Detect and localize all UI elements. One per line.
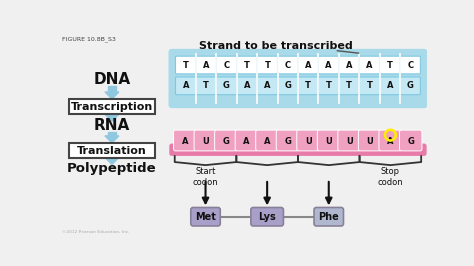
FancyBboxPatch shape [400, 77, 420, 95]
FancyBboxPatch shape [400, 56, 420, 74]
Text: T: T [326, 81, 331, 90]
FancyBboxPatch shape [196, 56, 216, 74]
Text: A: A [182, 137, 188, 146]
Text: Start
codon: Start codon [193, 167, 219, 187]
Text: A: A [346, 61, 352, 69]
Text: T: T [366, 81, 372, 90]
FancyBboxPatch shape [278, 56, 298, 74]
Text: Polypeptide: Polypeptide [67, 163, 157, 176]
FancyBboxPatch shape [380, 77, 400, 95]
FancyBboxPatch shape [169, 49, 428, 108]
Text: G: G [284, 81, 291, 90]
Text: U: U [366, 137, 373, 146]
Text: A: A [244, 81, 250, 90]
Text: C: C [407, 61, 413, 69]
FancyBboxPatch shape [400, 130, 422, 151]
FancyBboxPatch shape [251, 207, 283, 226]
FancyBboxPatch shape [175, 56, 196, 74]
Text: G: G [407, 81, 414, 90]
Text: A: A [366, 61, 373, 69]
Text: G: G [223, 81, 230, 90]
Text: A: A [305, 61, 311, 69]
Text: ©2012 Pearson Education, Inc.: ©2012 Pearson Education, Inc. [63, 230, 130, 234]
FancyBboxPatch shape [298, 77, 319, 95]
FancyBboxPatch shape [194, 130, 217, 151]
FancyBboxPatch shape [319, 77, 339, 95]
Text: Transcription: Transcription [71, 102, 153, 112]
FancyBboxPatch shape [196, 77, 216, 95]
FancyBboxPatch shape [379, 130, 401, 151]
Text: U: U [202, 137, 209, 146]
FancyBboxPatch shape [69, 99, 155, 114]
FancyBboxPatch shape [319, 56, 339, 74]
Polygon shape [105, 136, 119, 143]
Text: Phe: Phe [319, 212, 339, 222]
Text: A: A [387, 137, 393, 146]
Text: A: A [243, 137, 250, 146]
Text: T: T [305, 81, 311, 90]
FancyBboxPatch shape [358, 130, 381, 151]
Text: T: T [203, 81, 209, 90]
Text: DNA: DNA [93, 72, 130, 87]
Text: Translation: Translation [77, 146, 147, 156]
FancyBboxPatch shape [169, 144, 427, 156]
Bar [108, 132, 116, 136]
Text: U: U [346, 137, 353, 146]
Text: T: T [183, 61, 189, 69]
Text: A: A [325, 61, 332, 69]
Text: Strand to be transcribed: Strand to be transcribed [200, 41, 353, 51]
Bar [108, 157, 116, 158]
Text: A: A [203, 61, 210, 69]
Text: C: C [223, 61, 229, 69]
Text: G: G [223, 137, 229, 146]
Text: A: A [264, 137, 270, 146]
Text: Lys: Lys [258, 212, 276, 222]
Text: T: T [387, 61, 393, 69]
FancyBboxPatch shape [297, 130, 319, 151]
Bar [108, 86, 116, 92]
FancyBboxPatch shape [257, 56, 278, 74]
FancyBboxPatch shape [237, 56, 257, 74]
Text: Stop
codon: Stop codon [378, 167, 403, 187]
FancyBboxPatch shape [276, 130, 299, 151]
FancyBboxPatch shape [215, 130, 237, 151]
FancyBboxPatch shape [173, 130, 196, 151]
FancyBboxPatch shape [255, 130, 278, 151]
FancyBboxPatch shape [317, 130, 340, 151]
Text: RNA: RNA [94, 118, 130, 133]
FancyBboxPatch shape [257, 77, 278, 95]
Text: G: G [284, 137, 291, 146]
FancyBboxPatch shape [298, 56, 319, 74]
Text: A: A [182, 81, 189, 90]
Polygon shape [105, 92, 119, 99]
Text: G: G [408, 137, 414, 146]
Text: A: A [264, 81, 271, 90]
Text: T: T [244, 61, 250, 69]
Polygon shape [105, 157, 119, 164]
FancyBboxPatch shape [338, 130, 360, 151]
FancyBboxPatch shape [216, 77, 237, 95]
Text: T: T [346, 81, 352, 90]
Text: T: T [264, 61, 270, 69]
Text: C: C [285, 61, 291, 69]
Text: Met: Met [195, 212, 216, 222]
FancyBboxPatch shape [339, 56, 359, 74]
Text: A: A [386, 81, 393, 90]
FancyBboxPatch shape [339, 77, 359, 95]
FancyBboxPatch shape [314, 207, 344, 226]
FancyBboxPatch shape [380, 56, 400, 74]
FancyBboxPatch shape [69, 143, 155, 158]
FancyBboxPatch shape [235, 130, 258, 151]
FancyBboxPatch shape [175, 77, 196, 95]
Text: U: U [325, 137, 332, 146]
Polygon shape [105, 114, 119, 121]
FancyBboxPatch shape [359, 77, 380, 95]
Text: U: U [305, 137, 311, 146]
Text: FIGURE 10.8B_S3: FIGURE 10.8B_S3 [63, 36, 116, 42]
FancyBboxPatch shape [237, 77, 257, 95]
FancyBboxPatch shape [278, 77, 298, 95]
FancyBboxPatch shape [216, 56, 237, 74]
FancyBboxPatch shape [191, 207, 220, 226]
FancyBboxPatch shape [359, 56, 380, 74]
